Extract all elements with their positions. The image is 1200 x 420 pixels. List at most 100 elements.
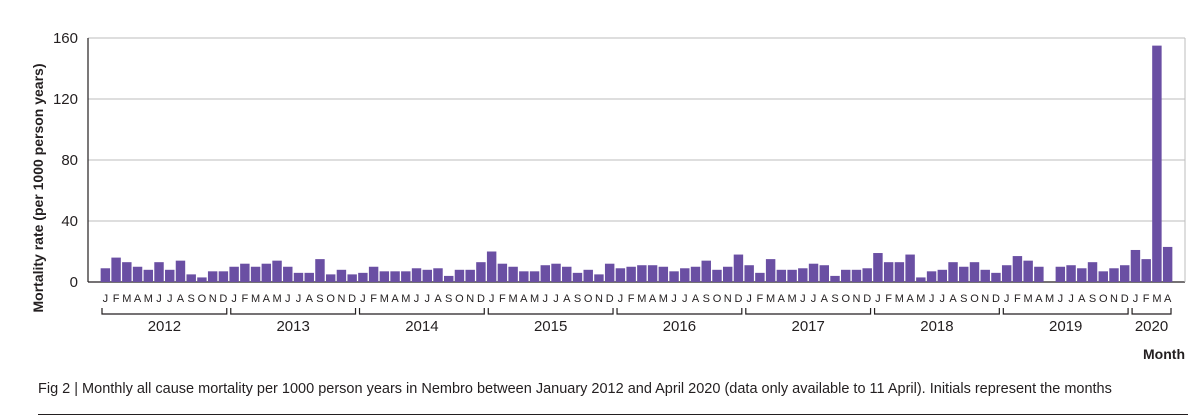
year-label: 2014 bbox=[405, 318, 438, 335]
y-tick-label: 40 bbox=[61, 213, 78, 230]
x-tick-label: S bbox=[831, 293, 838, 305]
bar bbox=[980, 269, 990, 282]
bars bbox=[100, 45, 1173, 282]
bar bbox=[604, 263, 615, 282]
bar bbox=[100, 268, 111, 282]
y-axis-label: Mortality rate (per 1000 person years) bbox=[30, 64, 46, 313]
bar bbox=[712, 269, 722, 282]
bar bbox=[1130, 249, 1141, 282]
bar bbox=[422, 269, 432, 282]
x-tick-label: J bbox=[489, 293, 495, 305]
year-label: 2012 bbox=[148, 318, 181, 335]
bar bbox=[1023, 260, 1033, 282]
x-tick-label: A bbox=[906, 293, 914, 305]
x-tick-label: D bbox=[992, 293, 1000, 305]
x-tick-label: M bbox=[122, 293, 131, 305]
x-tick-label: J bbox=[811, 293, 817, 305]
bar bbox=[197, 277, 207, 282]
x-tick-label: M bbox=[272, 293, 281, 305]
x-tick-label: O bbox=[970, 293, 979, 305]
bar bbox=[497, 263, 508, 282]
bar bbox=[390, 271, 400, 282]
bar bbox=[250, 266, 261, 282]
bar bbox=[1077, 268, 1087, 282]
year-bracket bbox=[1002, 308, 1129, 315]
bar bbox=[132, 266, 143, 282]
bar bbox=[1001, 265, 1012, 282]
x-tick-label: M bbox=[144, 293, 153, 305]
bar bbox=[873, 253, 883, 282]
x-tick-label: J bbox=[800, 293, 806, 305]
x-tick-label: D bbox=[734, 293, 742, 305]
bar bbox=[690, 266, 701, 282]
bar bbox=[1109, 268, 1119, 282]
bar bbox=[819, 265, 829, 282]
bar bbox=[669, 271, 679, 282]
bar bbox=[283, 266, 293, 282]
bar bbox=[1066, 265, 1076, 282]
x-tick-label: J bbox=[231, 293, 237, 305]
x-tick-label: N bbox=[466, 293, 474, 305]
bar bbox=[336, 269, 347, 282]
x-tick-label: D bbox=[1121, 293, 1129, 305]
year-bracket bbox=[873, 308, 1000, 315]
x-tick-label: D bbox=[606, 293, 614, 305]
x-tick-label: O bbox=[841, 293, 850, 305]
x-tick-label: J bbox=[1004, 293, 1010, 305]
bar bbox=[486, 251, 497, 282]
bar bbox=[529, 271, 540, 282]
x-tick-label: N bbox=[724, 293, 732, 305]
bar bbox=[744, 265, 754, 282]
x-tick-label: F bbox=[370, 293, 377, 305]
bar bbox=[1119, 265, 1130, 282]
bar bbox=[175, 260, 186, 282]
bar bbox=[1087, 262, 1098, 282]
bar bbox=[540, 265, 551, 282]
x-tick-label: F bbox=[757, 293, 764, 305]
bar bbox=[1098, 271, 1108, 282]
year-label: 2015 bbox=[534, 318, 567, 335]
x-tick-label: S bbox=[188, 293, 195, 305]
x-tick-label: M bbox=[916, 293, 925, 305]
x-tick-label: F bbox=[1143, 293, 1150, 305]
year-bracket bbox=[230, 308, 357, 315]
x-tick-label: J bbox=[671, 293, 677, 305]
x-tick-label: J bbox=[618, 293, 624, 305]
bar bbox=[969, 262, 980, 282]
year-bracket bbox=[358, 308, 485, 315]
x-tick-label: M bbox=[766, 293, 775, 305]
x-tick-label: A bbox=[649, 293, 657, 305]
bar bbox=[572, 272, 583, 282]
x-tick-label: J bbox=[553, 293, 559, 305]
year-label: 2013 bbox=[276, 318, 309, 335]
x-tick-label: A bbox=[778, 293, 786, 305]
bar bbox=[229, 266, 239, 282]
bar bbox=[433, 268, 443, 282]
x-tick-label: O bbox=[713, 293, 722, 305]
x-tick-label: A bbox=[1164, 293, 1172, 305]
bar bbox=[1152, 45, 1162, 282]
year-bracket bbox=[487, 308, 614, 315]
bar bbox=[111, 257, 121, 282]
year-label: 2019 bbox=[1049, 318, 1082, 335]
x-tick-label: O bbox=[1099, 293, 1108, 305]
bar bbox=[272, 260, 282, 282]
bar bbox=[583, 269, 593, 282]
grid-lines bbox=[87, 37, 1186, 283]
bar bbox=[798, 268, 808, 282]
x-tick-label: M bbox=[895, 293, 904, 305]
bar bbox=[787, 269, 797, 282]
x-tick-label: N bbox=[595, 293, 603, 305]
bar bbox=[347, 274, 357, 282]
bar bbox=[1162, 246, 1173, 282]
x-tick-label: J bbox=[414, 293, 420, 305]
x-tick-label: A bbox=[391, 293, 399, 305]
x-tick-label: N bbox=[981, 293, 989, 305]
x-tick-label: M bbox=[1045, 293, 1054, 305]
bar bbox=[959, 266, 969, 282]
bar bbox=[1141, 259, 1151, 282]
x-tick-label: M bbox=[1152, 293, 1161, 305]
x-tick-label: A bbox=[306, 293, 314, 305]
bar bbox=[765, 259, 776, 282]
